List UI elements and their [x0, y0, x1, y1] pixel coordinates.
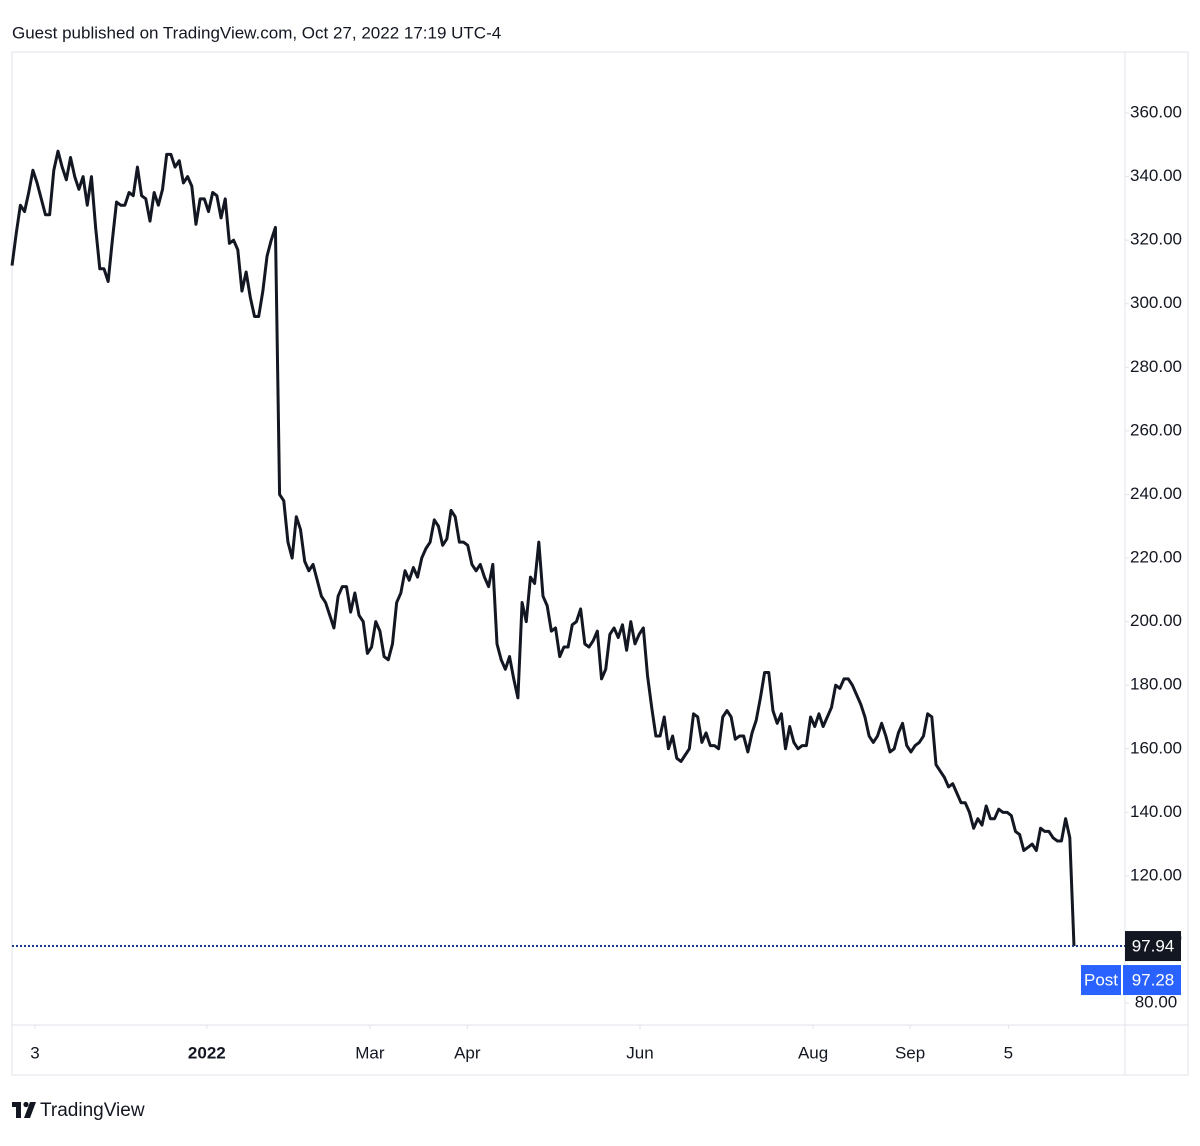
- post-market-value: 97.28: [1132, 971, 1175, 990]
- y-tick-label: 180.00: [1130, 675, 1182, 694]
- x-tick-label: 5: [1004, 1043, 1013, 1062]
- chart-title: Guest published on TradingView.com, Oct …: [12, 23, 501, 42]
- x-tick-label: 2022: [188, 1043, 226, 1062]
- y-tick-label: 280.00: [1130, 357, 1182, 376]
- price-line: [10, 149, 1076, 947]
- y-tick-label: 300.00: [1130, 293, 1182, 312]
- y-tick-label: 220.00: [1130, 548, 1182, 567]
- y-tick-label: 140.00: [1130, 802, 1182, 821]
- y-tick-label: 360.00: [1130, 103, 1182, 122]
- y-tick-label: 200.00: [1130, 611, 1182, 630]
- y-tick-label: 240.00: [1130, 484, 1182, 503]
- brand-logo: [12, 1101, 36, 1118]
- y-tick-label: 340.00: [1130, 166, 1182, 185]
- x-tick-label: Sep: [895, 1043, 925, 1062]
- x-tick-label: Aug: [798, 1043, 828, 1062]
- y-tick-label: 80.00: [1135, 993, 1178, 1012]
- post-market-tag-label: Post: [1084, 971, 1118, 990]
- y-tick-label: 320.00: [1130, 230, 1182, 249]
- y-tick-label: 120.00: [1130, 865, 1182, 884]
- last-price-box: [1125, 931, 1181, 962]
- x-tick-label: Mar: [355, 1043, 385, 1062]
- frame: [11, 51, 1189, 1076]
- brand-name: TradingView: [40, 1100, 145, 1121]
- x-tick-label: Apr: [454, 1043, 481, 1062]
- last-price-label: 97.94: [1132, 937, 1175, 956]
- post-market-tag: [1081, 965, 1121, 996]
- x-tick-label: Jun: [626, 1043, 653, 1062]
- post-market-box: [1123, 965, 1181, 996]
- y-tick-label: 260.00: [1130, 420, 1182, 439]
- y-tick-label: 160.00: [1130, 738, 1182, 757]
- x-tick-label: 3: [30, 1043, 39, 1062]
